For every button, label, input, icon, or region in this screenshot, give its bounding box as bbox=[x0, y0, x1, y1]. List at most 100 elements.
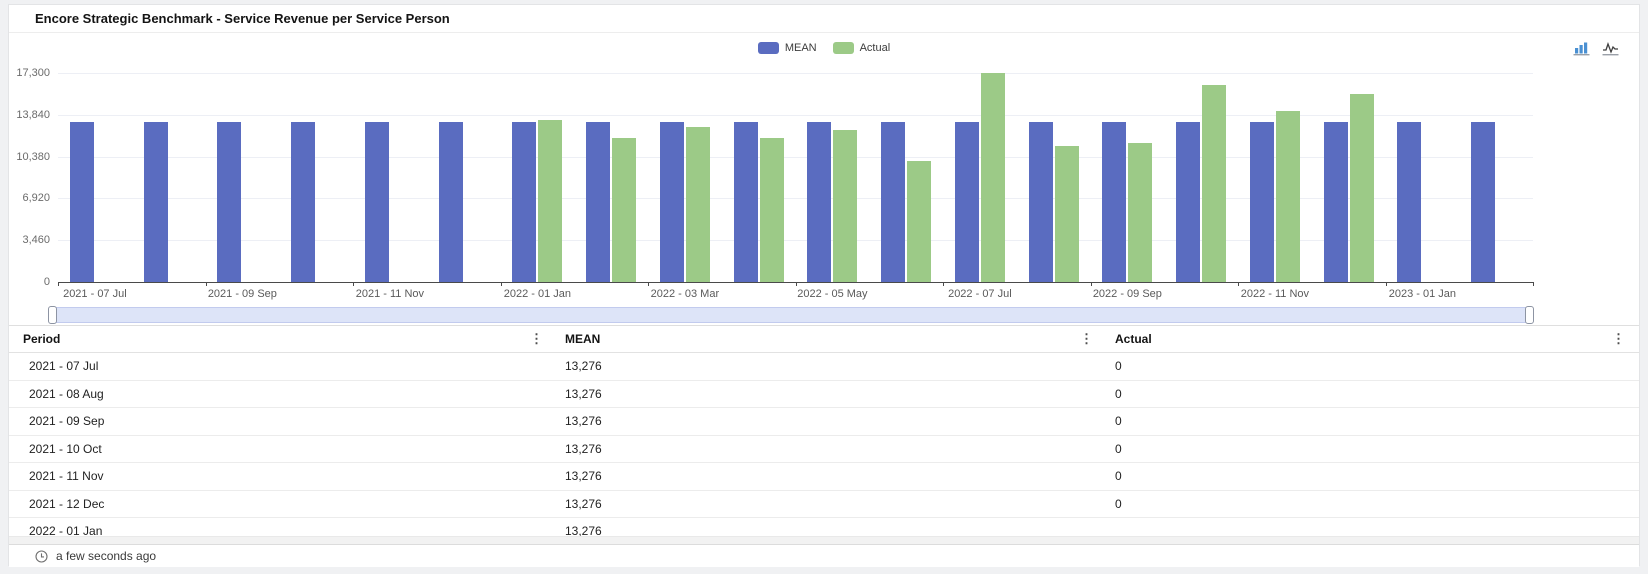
cell-period: 2021 - 08 Aug bbox=[29, 386, 104, 401]
cell-period: 2021 - 07 Jul bbox=[29, 359, 99, 374]
actual-bar[interactable] bbox=[1349, 93, 1374, 282]
line-chart-icon[interactable] bbox=[1602, 41, 1619, 56]
mean-bar[interactable] bbox=[1176, 121, 1201, 282]
table-row: 2021 - 07 Jul 13,276 0 bbox=[9, 353, 1639, 381]
cell-mean: 13,276 bbox=[565, 469, 602, 484]
table-row: 2021 - 09 Sep 13,276 0 bbox=[9, 408, 1639, 436]
x-axis-tick bbox=[1238, 282, 1239, 286]
cell-period: 2021 - 09 Sep bbox=[29, 414, 105, 429]
table-row: 2021 - 10 Oct 13,276 0 bbox=[9, 436, 1639, 463]
legend-label: MEAN bbox=[784, 42, 817, 54]
actual-bar[interactable] bbox=[1275, 111, 1300, 282]
table-header: Period ⋮ MEAN ⋮ Actual ⋮ bbox=[9, 326, 1639, 353]
x-axis-tick-label: 2022 - 09 Sep bbox=[1092, 288, 1162, 300]
x-axis-tick bbox=[1533, 282, 1534, 286]
x-axis-tick-label: 2021 - 11 Nov bbox=[355, 288, 425, 300]
cell-actual: 0 bbox=[1115, 496, 1122, 511]
mean-bar[interactable] bbox=[586, 121, 611, 282]
actual-bar[interactable] bbox=[612, 138, 637, 282]
actual-bar[interactable] bbox=[1128, 143, 1153, 282]
x-axis-tick-label: 2022 - 05 May bbox=[797, 288, 868, 300]
x-axis-labels: 2021 - 07 Jul 2021 - 09 Sep 2021 - 11 Nov 2… bbox=[58, 288, 1533, 304]
actual-bar[interactable] bbox=[833, 130, 858, 282]
last-updated-text: a few seconds ago bbox=[56, 549, 157, 563]
mean-bar[interactable] bbox=[881, 121, 906, 282]
mean-bar[interactable] bbox=[291, 121, 316, 282]
cell-period: 2022 - 01 Jan bbox=[29, 524, 103, 536]
actual-bar[interactable] bbox=[1054, 146, 1079, 282]
cell-mean: 13,276 bbox=[565, 386, 602, 401]
actual-bar[interactable] bbox=[1202, 85, 1227, 282]
mean-bar[interactable] bbox=[954, 121, 979, 282]
x-axis-tick-label: 2022 - 03 Mar bbox=[650, 288, 720, 300]
cell-mean: 13,276 bbox=[565, 414, 602, 429]
x-axis-tick-label: 2022 - 11 Nov bbox=[1240, 288, 1310, 300]
table-row: 2021 - 12 Dec 13,276 0 bbox=[9, 491, 1639, 518]
legend-item-mean[interactable]: MEAN bbox=[757, 42, 817, 54]
table-row: 2021 - 08 Aug 13,276 0 bbox=[9, 381, 1639, 408]
y-axis-tick-label: 17,300 bbox=[16, 67, 50, 79]
kebab-menu-icon[interactable]: ⋮ bbox=[1612, 331, 1625, 346]
mean-bar[interactable] bbox=[1471, 121, 1496, 282]
mean-bar[interactable] bbox=[217, 121, 242, 282]
mean-bar[interactable] bbox=[733, 121, 758, 282]
legend-item-actual[interactable]: Actual bbox=[832, 42, 891, 54]
mean-bar[interactable] bbox=[1397, 121, 1422, 282]
gridline bbox=[58, 240, 1533, 242]
y-axis-tick-label: 6,920 bbox=[22, 192, 50, 205]
table-row: 2022 - 01 Jan 13,276 bbox=[9, 518, 1639, 536]
legend-swatch bbox=[832, 42, 854, 54]
x-axis-tick bbox=[943, 282, 944, 286]
x-axis-tick bbox=[500, 282, 502, 286]
cell-mean: 13,276 bbox=[565, 496, 602, 511]
kebab-menu-icon[interactable]: ⋮ bbox=[530, 331, 543, 346]
clock-icon bbox=[35, 549, 48, 563]
kebab-menu-icon[interactable]: ⋮ bbox=[1080, 331, 1093, 346]
time-range-slider[interactable] bbox=[48, 306, 1534, 324]
y-axis-tick-label: 10,380 bbox=[16, 150, 50, 163]
actual-bar[interactable] bbox=[759, 138, 784, 282]
chart-panel: MEAN Actual 0 3,460 6,920 10,380 13,840 17,300… bbox=[9, 33, 1639, 325]
legend-label: Actual bbox=[859, 42, 891, 54]
mean-bar[interactable] bbox=[807, 121, 832, 282]
y-axis-tick-label: 0 bbox=[43, 276, 50, 288]
column-header-actual: Actual bbox=[1115, 332, 1152, 346]
slider-handle-right[interactable] bbox=[1525, 306, 1534, 324]
mean-bar[interactable] bbox=[512, 121, 537, 282]
data-table: Period ⋮ MEAN ⋮ Actual ⋮ 2021 - 07 Jul 13… bbox=[9, 325, 1639, 536]
status-bar: a few seconds ago bbox=[9, 544, 1639, 567]
gridline bbox=[58, 73, 1533, 74]
bar-chart-icon[interactable] bbox=[1573, 41, 1590, 56]
y-axis-tick-label: 13,840 bbox=[16, 108, 50, 121]
cell-period: 2021 - 12 Dec bbox=[29, 496, 105, 511]
legend-swatch bbox=[757, 42, 779, 54]
mean-bar[interactable] bbox=[1323, 121, 1348, 282]
table-row: 2021 - 11 Nov 13,276 0 bbox=[9, 463, 1639, 491]
mean-bar[interactable] bbox=[364, 121, 389, 282]
mean-bar[interactable] bbox=[1102, 121, 1127, 282]
page-title: Encore Strategic Benchmark - Service Rev… bbox=[9, 5, 1639, 33]
cell-actual: 0 bbox=[1115, 414, 1122, 429]
plot-area: 0 3,460 6,920 10,380 13,840 17,300 bbox=[16, 67, 1534, 288]
y-axis-tick-label: 3,460 bbox=[22, 234, 50, 247]
x-axis-tick bbox=[205, 282, 207, 286]
horizontal-scrollbar[interactable] bbox=[9, 536, 1639, 544]
mean-bar[interactable] bbox=[438, 121, 463, 282]
x-axis-tick-label: 2022 - 01 Jan bbox=[503, 288, 572, 300]
mean-bar[interactable] bbox=[1028, 121, 1053, 282]
gridline bbox=[58, 114, 1533, 116]
actual-bar[interactable] bbox=[907, 160, 932, 282]
x-axis-tick bbox=[1090, 282, 1092, 286]
mean-bar[interactable] bbox=[143, 121, 168, 282]
x-axis-tick-label: 2022 - 07 Jul bbox=[948, 288, 1012, 300]
mean-bar[interactable] bbox=[659, 121, 684, 282]
actual-bar[interactable] bbox=[538, 119, 563, 282]
slider-handle-left[interactable] bbox=[48, 306, 57, 324]
actual-bar[interactable] bbox=[685, 127, 710, 282]
mean-bar[interactable] bbox=[1249, 121, 1274, 282]
x-axis-tick bbox=[648, 282, 649, 286]
mean-bar[interactable] bbox=[69, 121, 94, 282]
table-rows: 2021 - 07 Jul 13,276 0 2021 - 08 Aug 13,276 0… bbox=[9, 353, 1639, 536]
actual-bar[interactable] bbox=[980, 73, 1005, 282]
cell-mean: 13,276 bbox=[565, 524, 602, 536]
